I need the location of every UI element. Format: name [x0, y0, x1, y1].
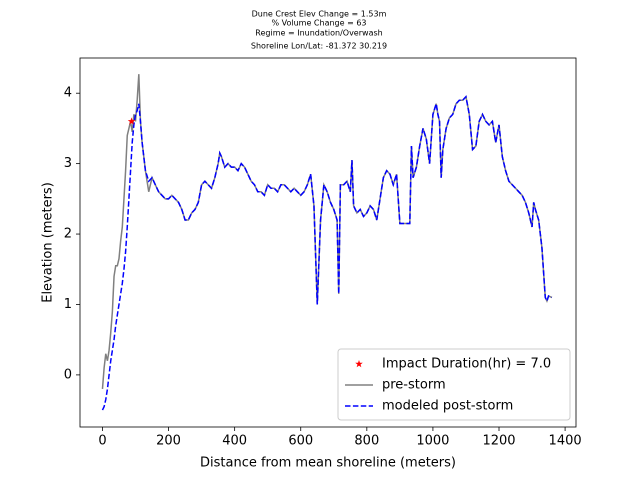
legend-box: [337, 348, 571, 421]
chart-title: % Volume Change = 63: [271, 19, 366, 28]
chart-title: Dune Crest Elev Change = 1.53m: [252, 10, 387, 19]
chart-title: Regime = Inundation/Overwash: [255, 29, 382, 38]
y-axis-label: Elevation (meters): [41, 182, 56, 303]
series-line: [101, 74, 553, 390]
legend-marker: [355, 360, 363, 368]
x-tick-label: 400: [222, 434, 247, 449]
marker-point: [127, 117, 136, 125]
x-tick-label: 1400: [549, 434, 582, 449]
legend-label: Impact Duration(hr) = 7.0: [382, 357, 551, 372]
x-tick-label: 1200: [482, 434, 515, 449]
x-tick-label: 800: [354, 434, 379, 449]
x-tick-label: 1000: [416, 434, 449, 449]
series-line: [101, 95, 553, 411]
x-tick-label: 200: [156, 434, 181, 449]
y-tick-label: 1: [64, 297, 72, 312]
legend-label: modeled post-storm: [382, 399, 513, 414]
y-tick-label: 0: [64, 367, 72, 382]
plot-frame: [79, 57, 577, 428]
y-tick-label: 4: [64, 86, 72, 101]
y-tick-label: 2: [64, 227, 72, 242]
x-tick-label: 0: [98, 434, 106, 449]
legend-label: pre-storm: [382, 378, 446, 393]
x-tick-label: 600: [288, 434, 313, 449]
chart-title: Shoreline Lon/Lat: -81.372 30.219: [251, 42, 387, 51]
y-tick-label: 3: [64, 156, 72, 171]
x-axis-label: Distance from mean shoreline (meters): [200, 456, 456, 471]
